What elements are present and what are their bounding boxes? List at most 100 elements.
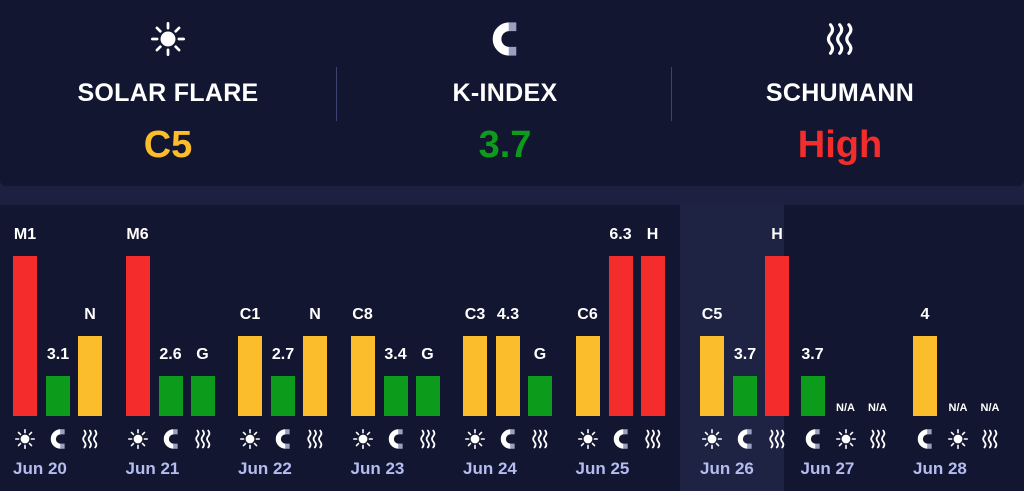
schumann-summary[interactable]: SCHUMANN High	[672, 0, 1008, 186]
divider	[671, 67, 672, 121]
day-date-label: Jun 28	[913, 459, 967, 478]
solar-value-label: C3	[464, 306, 486, 323]
kindex-value-label: 2.6	[159, 346, 182, 363]
sun-icon	[835, 429, 857, 449]
kindex-value-label: 3.7	[733, 346, 757, 363]
kindex-bar	[496, 336, 520, 416]
magnet-icon	[385, 429, 407, 449]
sun-icon	[577, 429, 599, 449]
k-index-value: 3.7	[478, 124, 532, 166]
solar-flare-value: C5	[143, 124, 193, 166]
kindex-bar	[158, 376, 183, 416]
day-column[interactable]: 4 N/A N/A Jun 28	[900, 205, 1012, 491]
schumann-na-label: N/A	[868, 402, 887, 414]
day-column[interactable]: C3 4.3 G Jun 24	[450, 205, 562, 491]
magnet-icon	[160, 429, 182, 449]
divider	[336, 67, 337, 121]
kindex-bar	[46, 376, 70, 416]
wave-icon	[192, 429, 214, 449]
magnet-icon	[734, 429, 756, 449]
wave-icon	[642, 429, 664, 449]
solar-flare-summary[interactable]: SOLAR FLARE C5	[0, 0, 336, 186]
schumann-value-label: N	[309, 306, 321, 323]
magnet-icon	[610, 429, 632, 449]
day-date-label: Jun 22	[238, 459, 292, 478]
schumann-value-label: G	[533, 346, 547, 363]
magnet-icon	[497, 429, 519, 449]
wave-icon	[417, 429, 439, 449]
schumann-value-label: N	[84, 306, 96, 323]
schumann-value-label: H	[771, 226, 783, 243]
kindex-value-label: 3.7	[801, 346, 824, 363]
solar-value-label: C8	[352, 306, 373, 323]
solar-bar	[125, 256, 150, 416]
magnet-icon	[914, 429, 936, 449]
kindex-value-label: 2.7	[271, 346, 295, 363]
kindex-value-label: 6.3	[609, 226, 632, 243]
kindex-bar	[800, 376, 825, 416]
sun-icon	[701, 429, 723, 449]
sun-icon	[127, 429, 149, 449]
kindex-bar	[733, 376, 757, 416]
wave-icon	[79, 429, 101, 449]
magnet-icon	[272, 429, 294, 449]
day-date-label: Jun 24	[463, 459, 517, 478]
solar-value-label: M6	[126, 226, 149, 243]
solar-na-label: N/A	[948, 402, 968, 414]
summary-panel: SOLAR FLARE C5 K-INDEX 3.7 SCHUMANN High	[0, 0, 1024, 186]
day-column[interactable]: M6 2.6 G Jun 21	[113, 205, 225, 491]
wave-icon	[304, 429, 326, 449]
schumann-na-label: N/A	[980, 402, 1000, 414]
day-date-label: Jun 21	[125, 459, 180, 478]
schumann-bar	[190, 376, 215, 416]
day-column[interactable]: C6 6.3 H Jun 25	[563, 205, 675, 491]
kindex-value-label: 3.4	[384, 346, 407, 363]
schumann-value: High	[797, 124, 883, 166]
sun-icon	[352, 429, 374, 449]
day-column[interactable]: C5 3.7 H Jun 26	[680, 205, 789, 491]
kindex-value-label: 3.1	[46, 346, 70, 363]
schumann-label: SCHUMANN	[765, 79, 915, 107]
magnet-icon	[337, 22, 673, 56]
schumann-bar	[528, 376, 552, 416]
schumann-value-label: H	[646, 226, 659, 243]
schumann-bar	[78, 336, 102, 416]
sun-icon	[464, 429, 486, 449]
day-column[interactable]: 3.7 N/A N/A Jun 27	[788, 205, 900, 491]
day-column[interactable]: C8 3.4 G Jun 23	[338, 205, 450, 491]
kindex-value-label: 4.3	[496, 306, 520, 323]
kindex-bar	[913, 336, 937, 416]
schumann-bar	[303, 336, 327, 416]
kindex-bar	[383, 376, 408, 416]
sun-icon	[947, 429, 969, 449]
k-index-label: K-INDEX	[452, 79, 558, 107]
sun-icon	[0, 22, 336, 56]
day-date-label: Jun 25	[575, 459, 630, 478]
schumann-value-label: G	[196, 346, 209, 363]
solar-value-label: C5	[701, 306, 723, 323]
kindex-bar	[608, 256, 633, 416]
schumann-value-label: G	[421, 346, 434, 363]
solar-bar	[700, 336, 724, 416]
kindex-value-label: 4	[920, 306, 930, 323]
kindex-bar	[271, 376, 295, 416]
magnet-icon	[802, 429, 824, 449]
sun-icon	[14, 429, 36, 449]
solar-value-label: M1	[13, 226, 37, 243]
wave-icon	[529, 429, 551, 449]
k-index-summary[interactable]: K-INDEX 3.7	[337, 0, 673, 186]
solar-value-label: C6	[577, 306, 598, 323]
solar-na-label: N/A	[836, 402, 855, 414]
day-column[interactable]: M1 3.1 N Jun 20	[0, 205, 112, 491]
wave-icon	[672, 22, 1008, 56]
forecast-panel: M1 3.1 N Jun 20 M6 2.6 G Jun 21 C1 2.7 N Jun 22 C…	[0, 205, 1024, 491]
solar-flare-label: SOLAR FLARE	[77, 79, 259, 107]
solar-bar	[13, 256, 37, 416]
day-column[interactable]: C1 2.7 N Jun 22	[225, 205, 337, 491]
day-date-label: Jun 26	[700, 459, 754, 478]
solar-bar	[350, 336, 375, 416]
solar-bar	[238, 336, 262, 416]
wave-icon	[766, 429, 788, 449]
sun-icon	[239, 429, 261, 449]
schumann-bar	[415, 376, 440, 416]
